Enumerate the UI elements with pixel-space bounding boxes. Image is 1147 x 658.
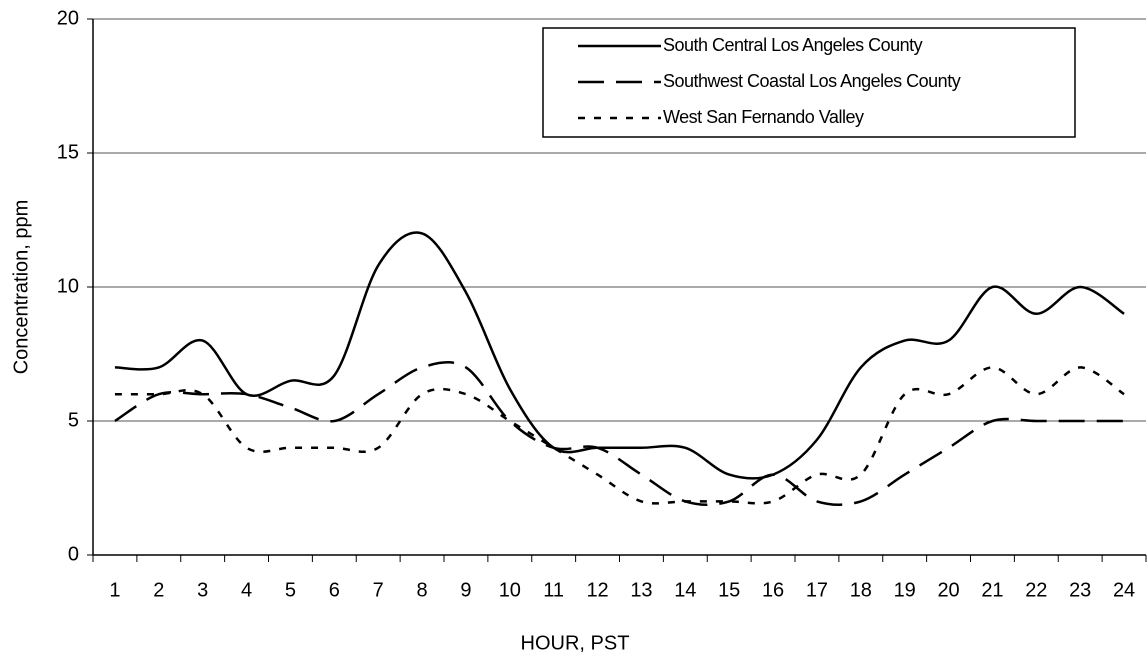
x-tick-label: 18 <box>850 579 872 601</box>
x-tick-label: 20 <box>937 579 959 601</box>
x-tick-label: 21 <box>981 579 1003 601</box>
line-series <box>114 231 1125 480</box>
x-tick-label: 2 <box>153 579 164 601</box>
x-tick-label: 11 <box>543 579 564 601</box>
x-tick-label: 10 <box>499 579 521 601</box>
x-tick-label: 16 <box>762 579 784 601</box>
x-tick-label: 7 <box>373 579 384 601</box>
x-tick-label: 4 <box>241 579 252 601</box>
y-tick-label: 0 <box>68 543 79 565</box>
legend-label: Southwest Coastal Los Angeles County <box>663 71 961 91</box>
x-tick-label: 3 <box>197 579 208 601</box>
line-series <box>114 366 1125 505</box>
x-tick-label: 5 <box>285 579 296 601</box>
x-tick-label: 6 <box>329 579 340 601</box>
y-tick-label: 20 <box>57 7 79 29</box>
legend-label: West San Fernando Valley <box>663 107 864 127</box>
x-tick-label: 9 <box>460 579 471 601</box>
x-tick-label: 14 <box>674 579 696 601</box>
x-tick-label: 17 <box>806 579 828 601</box>
y-tick-label: 5 <box>68 409 79 431</box>
y-axis-label: Concentration, ppm <box>10 200 32 375</box>
y-tick-label: 15 <box>57 141 79 163</box>
x-tick-label: 1 <box>109 579 120 601</box>
x-tick-label: 12 <box>586 579 608 601</box>
x-tick-label: 22 <box>1025 579 1047 601</box>
legend-label: South Central Los Angeles County <box>663 35 923 55</box>
line-series <box>114 361 1125 506</box>
x-tick-label: 23 <box>1069 579 1091 601</box>
x-tick-label: 24 <box>1113 579 1135 601</box>
x-tick-label: 15 <box>718 579 740 601</box>
x-axis-label: HOUR, PST <box>521 632 630 654</box>
y-tick-label: 10 <box>57 275 79 297</box>
x-tick-label: 8 <box>417 579 428 601</box>
x-tick-label: 13 <box>630 579 652 601</box>
x-tick-label: 19 <box>894 579 916 601</box>
